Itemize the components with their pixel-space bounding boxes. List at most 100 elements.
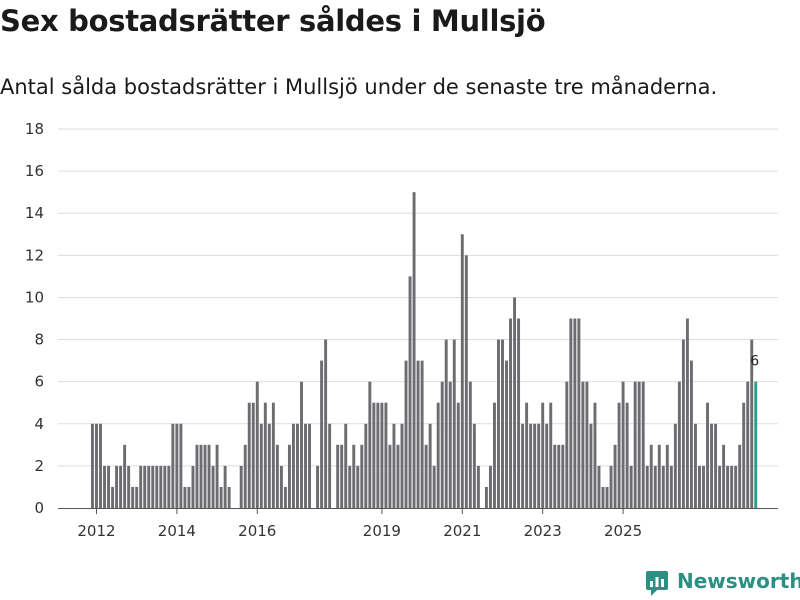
bar xyxy=(271,402,275,508)
bar xyxy=(472,423,476,508)
bar xyxy=(103,465,106,508)
bar xyxy=(267,423,271,508)
bar xyxy=(167,465,171,508)
bar xyxy=(645,465,649,508)
bar xyxy=(392,423,396,508)
bar xyxy=(308,423,311,508)
bar xyxy=(476,465,480,508)
bar xyxy=(589,423,593,508)
bar xyxy=(698,465,701,508)
bar xyxy=(513,297,517,508)
bar xyxy=(195,444,199,508)
bar xyxy=(677,381,681,508)
bar xyxy=(746,381,750,508)
bar xyxy=(501,339,504,508)
bar xyxy=(292,423,295,508)
bar xyxy=(424,444,428,508)
bar xyxy=(155,465,159,508)
bar xyxy=(525,402,529,508)
y-tick-label: 16 xyxy=(25,162,44,180)
data-label-latest: 6 xyxy=(750,354,759,370)
bar xyxy=(187,486,191,508)
bar xyxy=(360,444,364,508)
bar xyxy=(263,402,267,508)
bar xyxy=(633,381,637,508)
bar xyxy=(617,402,621,508)
bar xyxy=(396,444,400,508)
bar xyxy=(328,423,332,508)
bar xyxy=(247,402,251,508)
y-tick-label: 10 xyxy=(25,288,44,306)
bar xyxy=(211,465,215,508)
bar xyxy=(468,381,472,508)
bar xyxy=(348,465,352,508)
bar xyxy=(171,423,175,508)
bar xyxy=(561,444,565,508)
bar xyxy=(593,402,597,508)
chart-title: Sex bostadsrätter såldes i Mullsjö xyxy=(0,4,546,38)
bar xyxy=(653,465,657,508)
bar xyxy=(143,465,147,508)
bar xyxy=(127,465,131,508)
bar xyxy=(283,486,287,508)
y-tick-label: 18 xyxy=(25,120,44,138)
y-tick-label: 6 xyxy=(34,373,44,391)
bar xyxy=(734,465,738,508)
bar xyxy=(207,444,211,508)
bar xyxy=(694,423,697,508)
bar xyxy=(324,339,328,508)
x-tick-label: 2023 xyxy=(524,522,562,540)
bar xyxy=(637,381,641,508)
bar xyxy=(452,339,456,508)
bar xyxy=(497,339,500,508)
bar xyxy=(287,444,291,508)
bar xyxy=(509,318,512,508)
bar xyxy=(239,465,243,508)
x-tick-label: 2014 xyxy=(158,522,196,540)
bar xyxy=(669,465,673,508)
bar xyxy=(420,360,424,508)
y-tick-label: 0 xyxy=(34,499,44,517)
bar xyxy=(408,276,412,508)
bar xyxy=(372,402,376,508)
bar xyxy=(384,402,388,508)
bar xyxy=(159,465,163,508)
bar xyxy=(91,423,94,508)
bar xyxy=(191,465,195,508)
bar xyxy=(223,465,227,508)
bar xyxy=(456,402,460,508)
bar xyxy=(227,486,231,508)
bar xyxy=(376,402,380,508)
bar xyxy=(750,339,754,508)
bar xyxy=(123,444,127,508)
bar xyxy=(400,423,404,508)
bar xyxy=(714,423,718,508)
bar xyxy=(436,402,440,508)
bar xyxy=(557,444,561,508)
bar xyxy=(625,402,629,508)
bar xyxy=(251,402,255,508)
bar xyxy=(203,444,207,508)
bar xyxy=(115,465,119,508)
x-tick-label: 2021 xyxy=(443,522,481,540)
bar xyxy=(356,465,360,508)
bar xyxy=(569,318,573,508)
bar xyxy=(388,444,392,508)
bar xyxy=(151,465,155,508)
bar xyxy=(718,465,722,508)
chart-subtitle: Antal sålda bostadsrätter i Mullsjö unde… xyxy=(0,75,718,99)
bar xyxy=(605,486,609,508)
bar xyxy=(553,444,557,508)
bar xyxy=(689,360,693,508)
bar xyxy=(521,423,525,508)
bar xyxy=(163,465,167,508)
bar xyxy=(107,465,110,508)
bar xyxy=(432,465,436,508)
bar xyxy=(537,423,541,508)
bar xyxy=(215,444,219,508)
bar xyxy=(484,486,488,508)
bar xyxy=(111,486,115,508)
bar xyxy=(444,339,448,508)
bar xyxy=(685,318,689,508)
bar xyxy=(573,318,577,508)
